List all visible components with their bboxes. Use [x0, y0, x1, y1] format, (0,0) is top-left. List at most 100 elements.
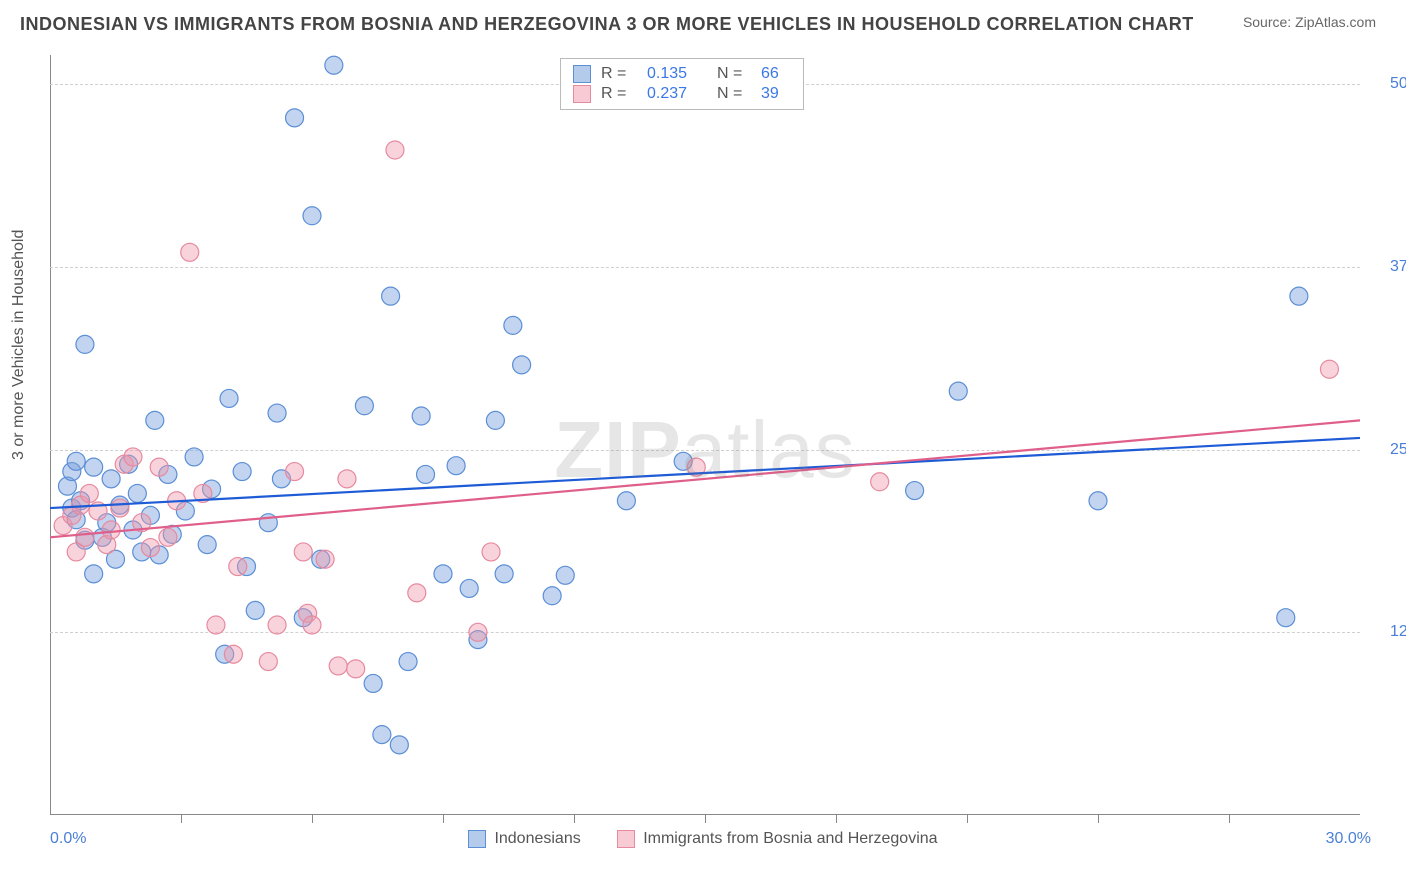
x-tick	[967, 815, 968, 823]
data-point	[390, 736, 408, 754]
data-point	[447, 457, 465, 475]
data-point	[1290, 287, 1308, 305]
swatch-icon	[617, 830, 635, 848]
data-point	[259, 653, 277, 671]
data-point	[347, 660, 365, 678]
stats-row-1: R = 0.237 N = 39	[573, 84, 791, 104]
data-point	[338, 470, 356, 488]
data-point	[294, 543, 312, 561]
y-axis-label: 3 or more Vehicles in Household	[10, 230, 28, 460]
legend-item-bosnia: Immigrants from Bosnia and Herzegovina	[617, 830, 937, 848]
r-label: R =	[601, 85, 637, 103]
data-point	[286, 463, 304, 481]
plot-area: ZIPatlas R = 0.135 N = 66 R = 0.237 N = …	[50, 55, 1360, 815]
data-point	[412, 407, 430, 425]
data-point	[76, 335, 94, 353]
n-label: N =	[717, 65, 751, 83]
r-value: 0.135	[647, 65, 707, 83]
swatch-icon	[468, 830, 486, 848]
data-point	[146, 411, 164, 429]
x-tick	[836, 815, 837, 823]
data-point	[871, 473, 889, 491]
data-point	[246, 601, 264, 619]
data-point	[364, 674, 382, 692]
data-point	[460, 579, 478, 597]
data-point	[408, 584, 426, 602]
swatch-icon	[573, 65, 591, 83]
x-tick	[443, 815, 444, 823]
data-point	[85, 458, 103, 476]
y-tick-label: 12.5%	[1370, 623, 1406, 641]
data-point	[316, 550, 334, 568]
data-point	[229, 558, 247, 576]
x-tick	[1098, 815, 1099, 823]
data-point	[504, 316, 522, 334]
data-point	[111, 499, 129, 517]
data-point	[386, 141, 404, 159]
bottom-legend: Indonesians Immigrants from Bosnia and H…	[0, 830, 1406, 853]
x-tick	[312, 815, 313, 823]
swatch-icon	[573, 85, 591, 103]
data-point	[185, 448, 203, 466]
data-point	[141, 539, 159, 557]
data-point	[434, 565, 452, 583]
stats-row-0: R = 0.135 N = 66	[573, 64, 791, 84]
data-point	[303, 207, 321, 225]
data-point	[1089, 492, 1107, 510]
legend-label: Immigrants from Bosnia and Herzegovina	[643, 830, 937, 848]
data-point	[543, 587, 561, 605]
data-point	[224, 645, 242, 663]
data-point	[482, 543, 500, 561]
stats-legend: R = 0.135 N = 66 R = 0.237 N = 39	[560, 58, 804, 110]
x-tick	[1229, 815, 1230, 823]
source-value: ZipAtlas.com	[1295, 14, 1376, 30]
data-point	[159, 528, 177, 546]
data-point	[495, 565, 513, 583]
source-label: Source:	[1243, 14, 1291, 30]
data-point	[417, 465, 435, 483]
n-label: N =	[717, 85, 751, 103]
data-point	[268, 404, 286, 422]
y-tick-label: 25.0%	[1370, 441, 1406, 459]
data-point	[486, 411, 504, 429]
data-point	[469, 623, 487, 641]
data-point	[329, 657, 347, 675]
data-point	[286, 109, 304, 127]
data-point	[207, 616, 225, 634]
n-value: 39	[761, 85, 791, 103]
data-point	[85, 565, 103, 583]
r-value: 0.237	[647, 85, 707, 103]
y-tick-label: 37.5%	[1370, 258, 1406, 276]
data-point	[102, 521, 120, 539]
data-point	[181, 243, 199, 261]
data-point	[233, 463, 251, 481]
data-point	[67, 452, 85, 470]
data-point	[382, 287, 400, 305]
data-point	[399, 653, 417, 671]
data-point	[198, 536, 216, 554]
chart-title: INDONESIAN VS IMMIGRANTS FROM BOSNIA AND…	[20, 14, 1194, 35]
x-tick	[705, 815, 706, 823]
scatter-plot-svg	[50, 55, 1360, 815]
data-point	[325, 56, 343, 74]
r-label: R =	[601, 65, 637, 83]
data-point	[355, 397, 373, 415]
data-point	[556, 566, 574, 584]
legend-label: Indonesians	[494, 830, 580, 848]
data-point	[268, 616, 286, 634]
n-value: 66	[761, 65, 791, 83]
data-point	[76, 528, 94, 546]
data-point	[513, 356, 531, 374]
data-point	[124, 448, 142, 466]
data-point	[949, 382, 967, 400]
data-point	[303, 616, 321, 634]
data-point	[80, 484, 98, 502]
data-point	[1320, 360, 1338, 378]
legend-item-indonesians: Indonesians	[468, 830, 580, 848]
data-point	[128, 484, 146, 502]
data-point	[150, 458, 168, 476]
data-point	[102, 470, 120, 488]
x-tick	[181, 815, 182, 823]
data-point	[373, 726, 391, 744]
data-point	[906, 482, 924, 500]
